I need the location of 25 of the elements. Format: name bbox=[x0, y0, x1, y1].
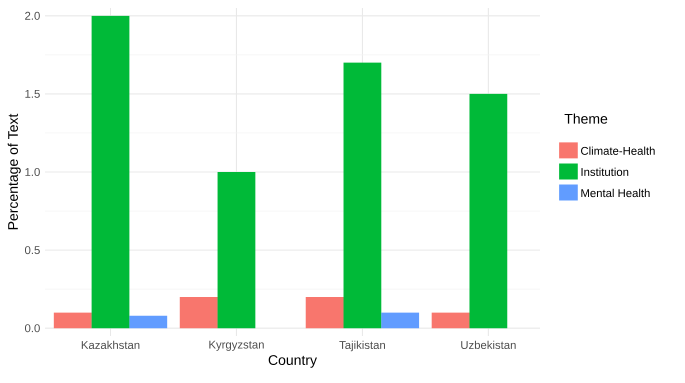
x-tick-label: Uzbekistan bbox=[461, 340, 516, 350]
x-tick-label: Kyrgyzstan bbox=[209, 340, 264, 351]
bar bbox=[129, 316, 168, 328]
y-tick-label: 2.0 bbox=[25, 12, 40, 20]
x-axis-title: Country bbox=[268, 355, 317, 368]
y-tick-label: 0.0 bbox=[24, 324, 40, 332]
bar bbox=[180, 296, 218, 328]
legend-label: Climate-Health bbox=[581, 146, 655, 155]
y-tick-label: 0.5 bbox=[24, 246, 40, 254]
bar bbox=[306, 296, 344, 328]
legend-label: Institution bbox=[582, 168, 628, 176]
x-tick-label: Kazakhstan bbox=[82, 340, 140, 350]
bar bbox=[54, 312, 92, 328]
bar bbox=[469, 94, 508, 328]
bar bbox=[381, 312, 420, 328]
y-axis-title: Percentage of Text bbox=[8, 114, 21, 230]
bar bbox=[432, 312, 470, 328]
y-tick-label: 1.0 bbox=[25, 168, 40, 176]
bar bbox=[344, 62, 382, 328]
bar bbox=[218, 172, 256, 328]
bar bbox=[92, 16, 130, 328]
legend-label: Mental Health bbox=[581, 188, 650, 198]
legend-title: Theme bbox=[564, 113, 608, 124]
y-tick-label: 1.5 bbox=[25, 90, 40, 98]
x-tick-label: Tajikistan bbox=[339, 340, 385, 352]
